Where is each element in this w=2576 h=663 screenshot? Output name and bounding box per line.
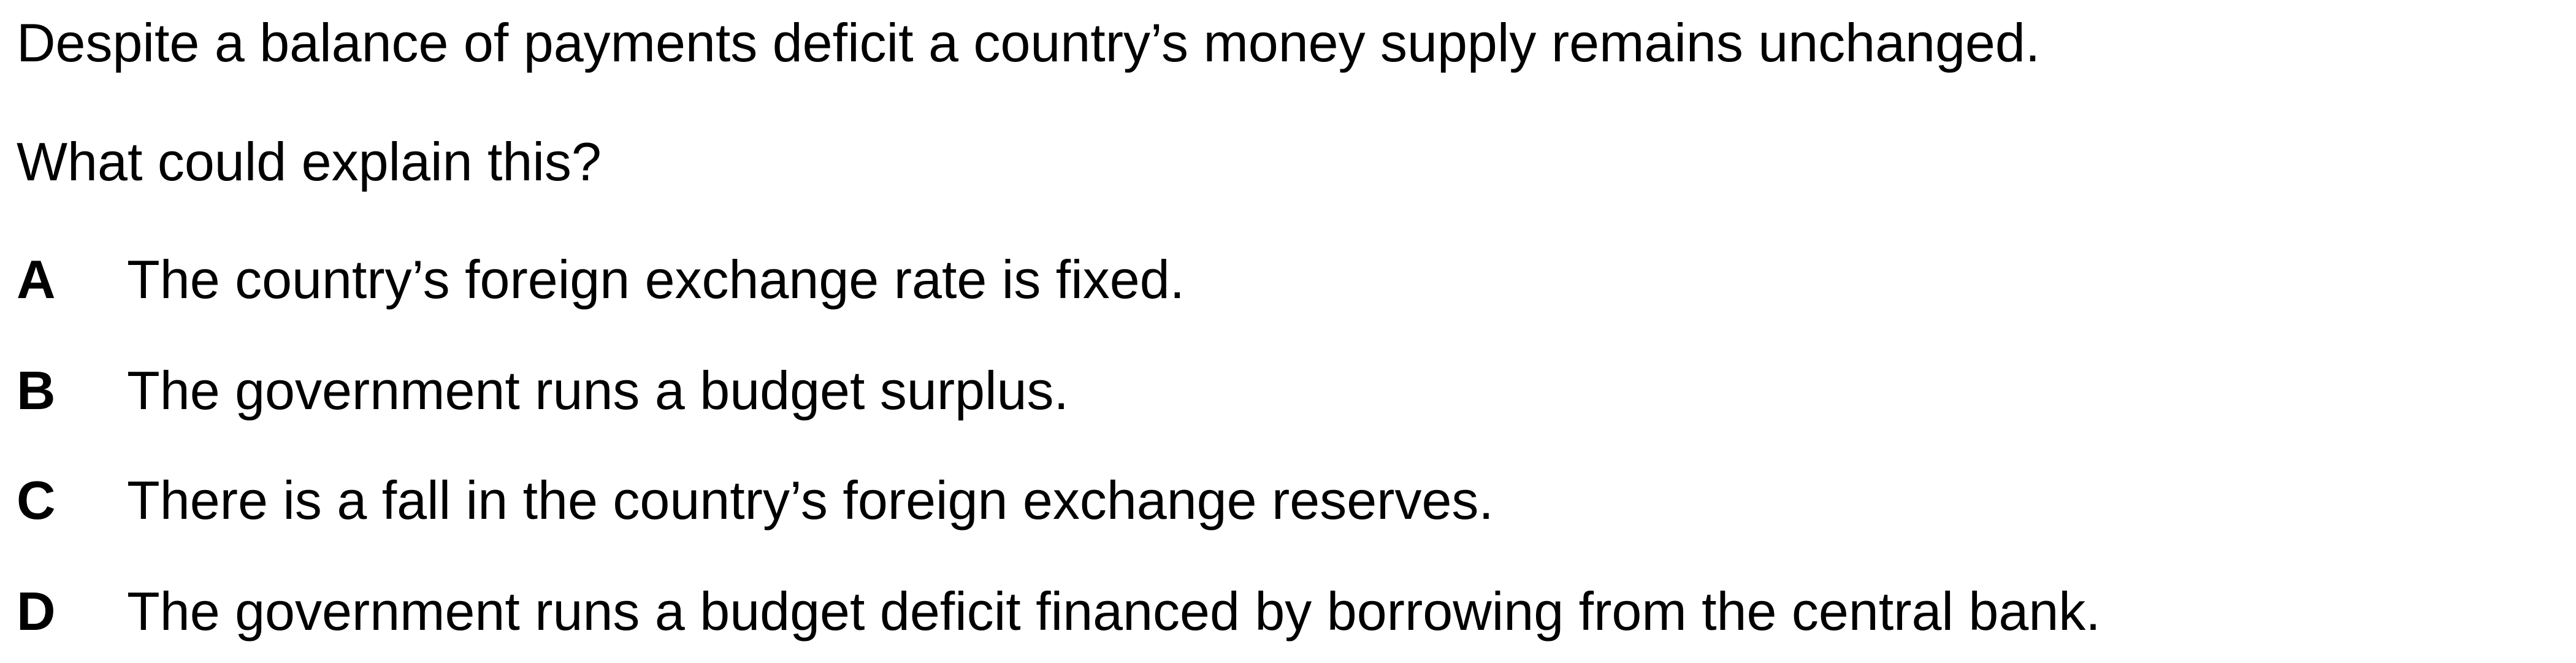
option-text: There is a fall in the country’s foreign… [127,470,1494,531]
option-d[interactable]: D The government runs a budget deficit f… [17,584,2531,646]
option-letter: B [17,360,56,421]
question-stem: Despite a balance of payments deficit a … [17,12,2041,73]
option-b[interactable]: B The government runs a budget surplus. [17,364,2531,425]
option-a[interactable]: A The country’s foreign exchange rate is… [17,253,2531,314]
option-letter: A [17,249,56,310]
option-c[interactable]: C There is a fall in the country’s forei… [17,473,2531,535]
option-letter: C [17,470,56,531]
option-letter: D [17,581,56,642]
option-text: The country’s foreign exchange rate is f… [127,249,1185,310]
option-text: The government runs a budget surplus. [127,360,1069,421]
question-prompt: What could explain this? [17,131,602,192]
option-text: The government runs a budget deficit fin… [127,581,2101,642]
